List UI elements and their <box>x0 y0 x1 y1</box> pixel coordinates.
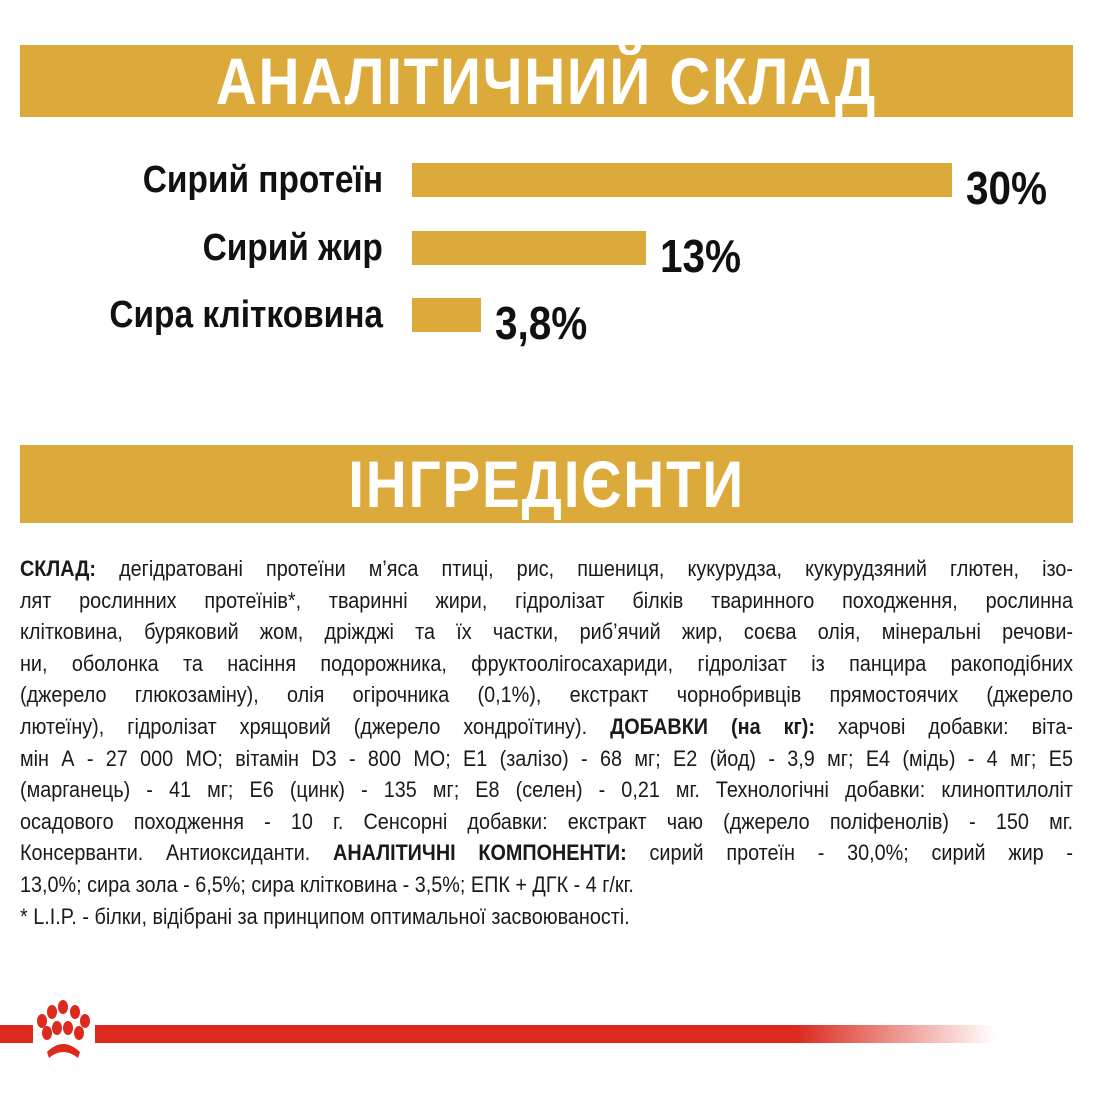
ingredients-line: ни, оболонка та насіння подорожника, фру… <box>20 648 1073 680</box>
ingredients-banner: ІНГРЕДІЄНТИ <box>20 445 1073 523</box>
ingredients-line: клітковина, буряковий жом, дріжджі та їх… <box>20 616 1073 648</box>
royal-canin-logo-icon <box>0 1000 995 1058</box>
ingredients-text: СКЛАД: дегідратовані протеїни м’яса птиц… <box>20 553 1073 932</box>
ingredients-text-segment: сирий протеїн - 30,0%; сирий жир - <box>626 840 1074 866</box>
ingredients-title: ІНГРЕДІЄНТИ <box>348 447 745 521</box>
ingredients-text-segment: 13,0%; сира зола - 6,5%; сира клітковина… <box>20 871 634 897</box>
ingredients-line: лютеїну), гідролізат хрящовий (джерело х… <box>20 711 1073 743</box>
ingredients-line: Консерванти. Антиоксиданти. АНАЛІТИЧНІ К… <box>20 837 1073 869</box>
section-heading: СКЛАД: <box>20 556 97 581</box>
analytics-value: 3,8% <box>495 297 588 349</box>
analytics-row: Сира клітковина 3,8% <box>0 294 1093 349</box>
section-heading: АНАЛІТИЧНІ КОМПОНЕНТИ: <box>333 840 627 866</box>
analytics-label: Сира клітковина <box>109 294 383 336</box>
footer-brand-strip <box>0 990 1093 1070</box>
ingredients-line: (джерело глюкозаміну), олія огірочника (… <box>20 679 1073 711</box>
ingredients-line: * L.I.P. - білки, відібрані за принципом… <box>20 901 1073 933</box>
ingredients-line: осадового походження - 10 г. Сенсорні до… <box>20 806 1073 838</box>
ingredients-line: 13,0%; сира зола - 6,5%; сира клітковина… <box>20 869 1073 901</box>
analytics-value: 30% <box>966 162 1048 214</box>
ingredients-text-segment: * L.I.P. - білки, відібрані за принципом… <box>20 903 630 929</box>
ingredients-text-segment: дегідратовані протеїни м’яса птиці, рис,… <box>96 556 1074 581</box>
ingredients-line: (марганець) - 41 мг; Е6 (цинк) - 135 мг;… <box>20 774 1073 806</box>
analytical-composition-title: АНАЛІТИЧНИЙ СКЛАД <box>215 45 878 117</box>
analytics-row: Сирий протеїн 30% <box>0 159 1093 214</box>
analytics-row: Сирий жир 13% <box>0 227 1093 282</box>
ingredients-text-segment: харчові добавки: віта- <box>814 713 1073 739</box>
ingredients-text-segment: осадового походження - 10 г. Сенсорні до… <box>20 808 1073 834</box>
ingredients-line: мін А - 27 000 МО; вітамін D3 - 800 МО; … <box>20 743 1073 775</box>
ingredients-line: СКЛАД: дегідратовані протеїни м’яса птиц… <box>20 553 1073 585</box>
analytical-composition-banner: АНАЛІТИЧНИЙ СКЛАД <box>20 45 1073 117</box>
ingredients-text-segment: (марганець) - 41 мг; Е6 (цинк) - 135 мг;… <box>20 777 1073 803</box>
analytics-label: Сирий жир <box>202 227 383 269</box>
analytics-bar <box>412 298 481 332</box>
ingredients-text-segment: лят рослинних протеїнів*, тваринні жири,… <box>20 587 1073 613</box>
section-heading: ДОБАВКИ (на кг): <box>610 713 815 739</box>
ingredients-text-segment: (джерело глюкозаміну), олія огірочника (… <box>20 682 1073 708</box>
ingredients-text-segment: Консерванти. Антиоксиданти. <box>20 840 334 866</box>
analytics-value: 13% <box>660 230 742 282</box>
analytics-bar <box>412 231 646 265</box>
ingredients-text-segment: лютеїну), гідролізат хрящовий (джерело х… <box>20 713 611 739</box>
ingredients-text-segment: мін А - 27 000 МО; вітамін D3 - 800 МО; … <box>20 745 1073 771</box>
ingredients-text-segment: ни, оболонка та насіння подорожника, фру… <box>20 650 1073 676</box>
ingredients-line: лят рослинних протеїнів*, тваринні жири,… <box>20 585 1073 617</box>
analytics-label: Сирий протеїн <box>142 159 383 201</box>
ingredients-text-segment: клітковина, буряковий жом, дріжджі та їх… <box>20 619 1073 645</box>
analytics-bar <box>412 163 952 197</box>
